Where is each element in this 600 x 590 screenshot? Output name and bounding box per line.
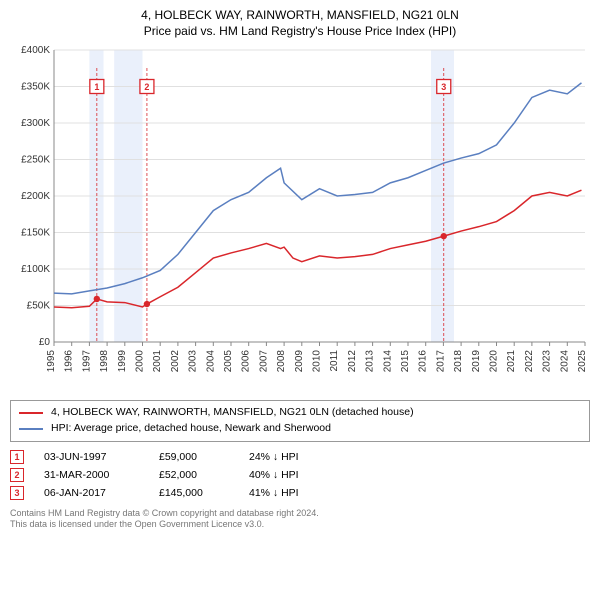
svg-text:2012: 2012	[347, 350, 358, 373]
svg-text:1997: 1997	[81, 350, 92, 373]
marker-row: 1 03-JUN-1997 £59,000 24% ↓ HPI	[10, 448, 590, 466]
svg-text:2006: 2006	[241, 350, 252, 373]
marker-price: £145,000	[159, 487, 229, 499]
legend-item: 4, HOLBECK WAY, RAINWORTH, MANSFIELD, NG…	[19, 405, 581, 421]
footer-line: Contains HM Land Registry data © Crown c…	[10, 508, 590, 520]
marker-pct: 24% ↓ HPI	[249, 451, 339, 463]
svg-text:3: 3	[441, 82, 446, 92]
legend-swatch	[19, 412, 43, 414]
svg-text:2015: 2015	[400, 350, 411, 373]
legend: 4, HOLBECK WAY, RAINWORTH, MANSFIELD, NG…	[10, 400, 590, 442]
marker-number: 2	[14, 470, 19, 480]
legend-item: HPI: Average price, detached house, Newa…	[19, 421, 581, 437]
marker-badge: 1	[10, 450, 24, 464]
svg-text:£150K: £150K	[21, 228, 50, 239]
svg-text:2019: 2019	[471, 350, 482, 373]
svg-text:2008: 2008	[276, 350, 287, 373]
svg-text:2001: 2001	[152, 350, 163, 373]
svg-text:2016: 2016	[418, 350, 429, 373]
svg-text:2022: 2022	[524, 350, 535, 373]
svg-text:2009: 2009	[294, 350, 305, 373]
marker-badge: 3	[10, 486, 24, 500]
svg-text:2000: 2000	[135, 350, 146, 373]
svg-text:2005: 2005	[223, 350, 234, 373]
marker-badge: 2	[10, 468, 24, 482]
svg-text:£50K: £50K	[27, 301, 51, 312]
chart-area: £0 £50K £100K £150K £200K £250K £300K £350K £400…	[10, 42, 590, 392]
svg-text:1: 1	[94, 82, 99, 92]
marker-table: 1 03-JUN-1997 £59,000 24% ↓ HPI 2 31-MAR…	[10, 448, 590, 502]
svg-text:2025: 2025	[577, 350, 588, 373]
svg-text:2018: 2018	[453, 350, 464, 373]
svg-text:£400K: £400K	[21, 45, 50, 56]
svg-text:£200K: £200K	[21, 191, 50, 202]
marker-row: 2 31-MAR-2000 £52,000 40% ↓ HPI	[10, 466, 590, 484]
svg-text:£250K: £250K	[21, 155, 50, 166]
svg-text:2020: 2020	[489, 350, 500, 373]
legend-label: HPI: Average price, detached house, Newa…	[51, 421, 331, 437]
marker-price: £52,000	[159, 469, 229, 481]
svg-text:2004: 2004	[205, 350, 216, 373]
svg-text:£0: £0	[39, 337, 51, 348]
svg-text:1996: 1996	[64, 350, 75, 373]
svg-text:2017: 2017	[435, 350, 446, 373]
svg-text:2014: 2014	[382, 350, 393, 373]
legend-swatch	[19, 428, 43, 430]
svg-text:2: 2	[144, 82, 149, 92]
svg-text:£100K: £100K	[21, 264, 50, 275]
svg-text:£300K: £300K	[21, 118, 50, 129]
svg-text:£350K: £350K	[21, 82, 50, 93]
marker-date: 06-JAN-2017	[44, 487, 139, 499]
chart-container: 4, HOLBECK WAY, RAINWORTH, MANSFIELD, NG…	[0, 0, 600, 590]
footer-line: This data is licensed under the Open Gov…	[10, 519, 590, 531]
svg-text:2013: 2013	[365, 350, 376, 373]
svg-text:2003: 2003	[188, 350, 199, 373]
legend-label: 4, HOLBECK WAY, RAINWORTH, MANSFIELD, NG…	[51, 405, 414, 421]
svg-text:2002: 2002	[170, 350, 181, 373]
line-chart: £0 £50K £100K £150K £200K £250K £300K £350K £400…	[10, 42, 590, 392]
svg-text:2024: 2024	[559, 350, 570, 373]
svg-text:1998: 1998	[99, 350, 110, 373]
svg-text:2023: 2023	[542, 350, 553, 373]
svg-text:1999: 1999	[117, 350, 128, 373]
marker-date: 03-JUN-1997	[44, 451, 139, 463]
svg-text:2011: 2011	[329, 350, 340, 372]
title-block: 4, HOLBECK WAY, RAINWORTH, MANSFIELD, NG…	[0, 0, 600, 42]
svg-text:1995: 1995	[46, 350, 57, 373]
footer: Contains HM Land Registry data © Crown c…	[10, 508, 590, 531]
svg-text:2010: 2010	[312, 350, 323, 373]
marker-date: 31-MAR-2000	[44, 469, 139, 481]
svg-text:2021: 2021	[506, 350, 517, 373]
marker-number: 1	[14, 452, 19, 462]
title-subtitle: Price paid vs. HM Land Registry's House …	[10, 24, 590, 38]
title-address: 4, HOLBECK WAY, RAINWORTH, MANSFIELD, NG…	[10, 8, 590, 22]
marker-pct: 40% ↓ HPI	[249, 469, 339, 481]
svg-text:2007: 2007	[258, 350, 269, 373]
marker-number: 3	[14, 488, 19, 498]
marker-pct: 41% ↓ HPI	[249, 487, 339, 499]
marker-price: £59,000	[159, 451, 229, 463]
marker-row: 3 06-JAN-2017 £145,000 41% ↓ HPI	[10, 484, 590, 502]
